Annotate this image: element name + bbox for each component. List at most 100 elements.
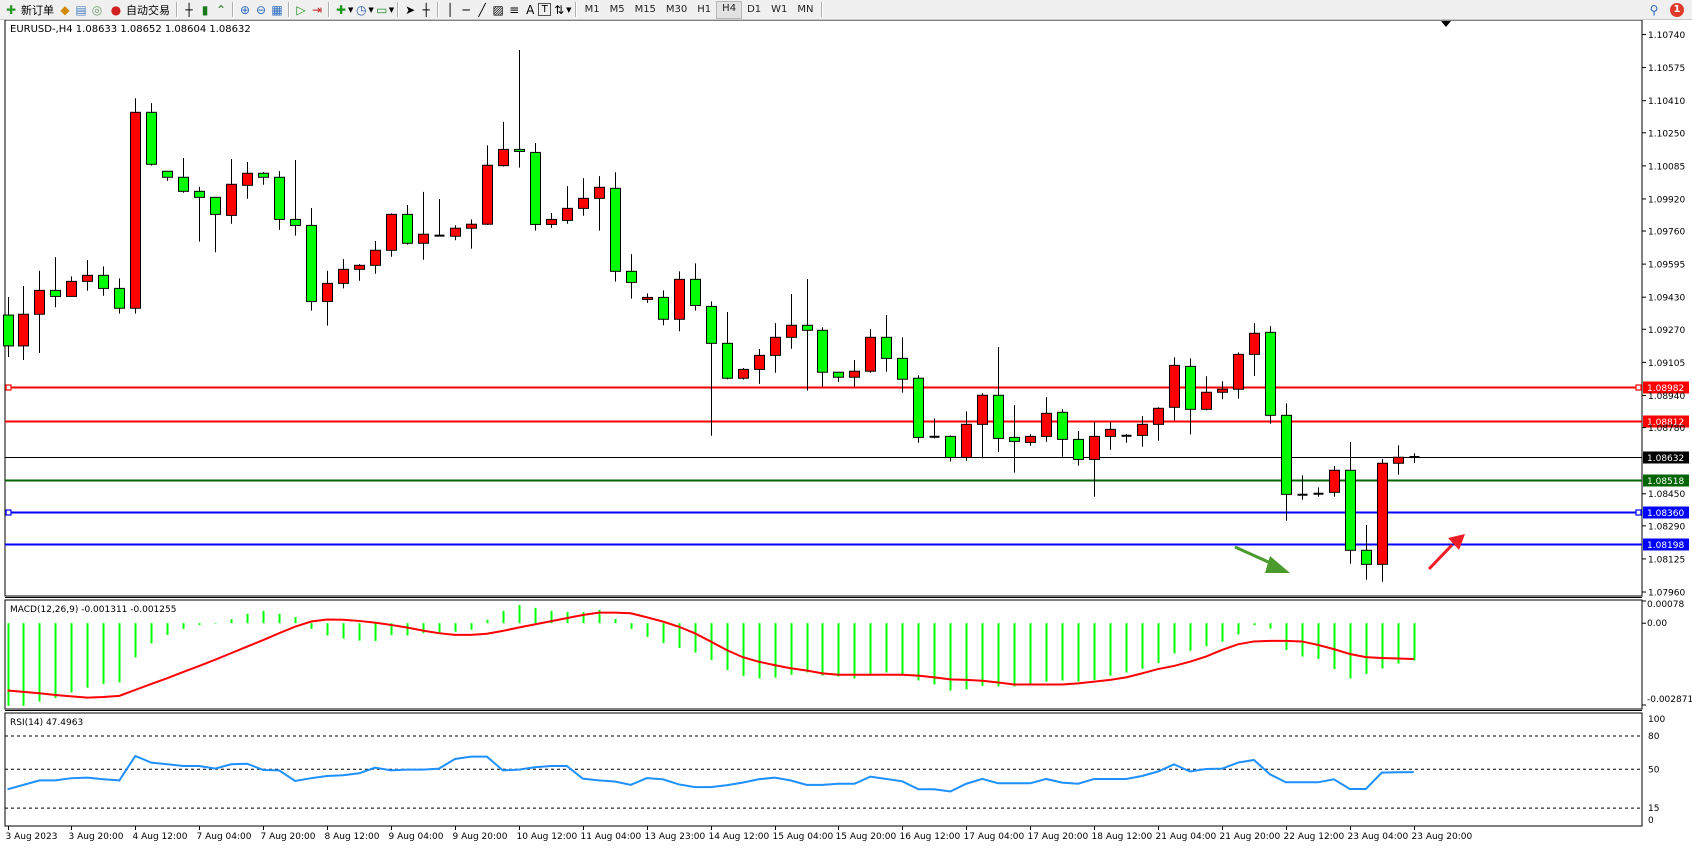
candle-bearish [706,305,717,344]
candle-bearish [402,213,413,244]
candle-bullish [594,186,605,199]
autoscroll-icon[interactable]: ▷ [296,2,306,17]
time-tick-label: 7 Aug 04:00 [197,832,252,842]
new-order-icon: ✚ [5,2,17,17]
timeframe-m1[interactable]: M1 [584,3,600,15]
macd-title: MACD(12,26,9) -0.001311 -0.001255 [10,605,176,615]
timeframe-mn[interactable]: MN [797,3,814,15]
zoom-in-icon[interactable]: ⊕ [239,2,251,17]
line-anchor-handle[interactable] [5,509,12,516]
time-axis: 3 Aug 2023 3 Aug 20:00 4 Aug 12:00 7 Aug 04… [6,826,1472,842]
candle-bearish [290,218,301,226]
line-anchor-handle[interactable] [5,384,12,391]
price-tick-label: 1.10740 [1648,31,1685,41]
candle-bullish [1169,364,1180,408]
candle-doji [1297,493,1308,496]
price-level-badge [1643,506,1689,519]
candle-bullish [578,197,589,209]
chevron-down-icon[interactable]: ▼ [348,5,354,14]
templates-icon[interactable]: ▭ [376,2,388,17]
new-order-button[interactable]: ✚ 新订单 [0,1,57,18]
candle-doji [1313,492,1324,495]
text-icon[interactable]: A [526,2,535,17]
price-level-badge [1643,538,1689,551]
candle-bearish [274,176,285,220]
candle-bullish [482,164,493,225]
candle-bullish [498,148,509,167]
price-level-label: 1.08360 [1647,509,1684,519]
chart-shift-marker-icon[interactable] [1441,21,1451,27]
chevron-down-icon[interactable]: ▼ [388,5,395,14]
price-tick-label: 1.09595 [1648,261,1685,271]
candle-bearish [306,224,317,302]
candle-bearish [993,394,1004,439]
candle-bullish [1025,435,1036,443]
toolbar-divider [437,2,440,17]
chevron-down-icon[interactable]: ▼ [368,5,374,14]
tile-windows-icon[interactable]: ▦ [271,2,283,17]
data-window-icon[interactable]: ▤ [75,2,87,17]
text-label-icon[interactable]: ≡ [509,2,520,17]
fibonacci-icon[interactable]: ▨ [492,2,504,17]
crosshair-icon[interactable]: ┼ [422,2,430,17]
macd-tick-label: 0.00078 [1647,600,1684,610]
text-label-tool-icon[interactable]: T [538,3,552,16]
signals-icon[interactable]: ◎ [91,2,103,17]
notification-badge[interactable]: 1 [1670,2,1684,17]
periods-icon[interactable]: ◷ [356,2,367,17]
timeframe-m30[interactable]: M30 [665,3,688,15]
candle-bullish [786,324,797,338]
search-icon[interactable]: ⚲ [1649,2,1659,17]
timeframe-m5[interactable]: M5 [609,3,625,15]
candle-bearish [1281,414,1292,495]
indicators-icon[interactable]: ✚ [335,2,347,17]
time-tick-label: 17 Aug 04:00 [964,832,1025,842]
price-tick-label: 1.09760 [1648,228,1685,238]
price-tick-label: 1.09105 [1648,359,1685,369]
price-level-badge [1643,451,1689,464]
rsi-panel: 100 80 50 15 0 [5,715,1665,826]
time-tick-label: 4 Aug 12:00 [133,832,188,842]
timeframe-h4[interactable]: H4 [716,0,743,19]
arrows-icon[interactable]: ⇅ [554,2,565,17]
arrow-up-right-icon[interactable] [1448,534,1465,550]
candle-bullish [1137,423,1148,436]
candle-bearish [1361,549,1372,565]
candlestick-chart-icon[interactable]: ▮ [201,2,209,17]
time-tick-label: 9 Aug 20:00 [453,832,508,842]
line-anchor-handle[interactable] [1635,509,1642,516]
candle-bullish [1233,353,1244,390]
candle-bullish [562,207,573,221]
candle-bearish [50,289,61,297]
candle-bearish [1057,411,1068,440]
arrow-down-right-icon[interactable] [1265,556,1290,573]
red-arrow-shaft[interactable] [1427,543,1454,571]
candle-bearish [626,270,637,283]
time-tick-label: 15 Aug 20:00 [836,832,897,842]
toolbar-divider [176,2,178,17]
market-watch-icon[interactable]: ◆ [60,2,70,17]
time-tick-label: 3 Aug 2023 [6,832,58,842]
chart-shift-icon[interactable]: ⇥ [311,2,323,17]
auto-trading-button[interactable]: ● 自动交易 [105,1,173,18]
trendline-icon[interactable]: ╱ [478,2,486,17]
timeframe-m15[interactable]: M15 [634,3,656,15]
candle-bearish [690,278,701,306]
horizontal-line-icon[interactable]: ─ [462,2,470,17]
vertical-line-icon[interactable]: │ [446,2,454,17]
line-anchor-handle[interactable] [1635,384,1642,391]
chevron-down-icon[interactable]: ▼ [566,5,572,14]
price-tick-label: 1.09430 [1648,294,1685,304]
line-chart-icon[interactable]: ⌃ [215,2,227,17]
timeframe-d1[interactable]: D1 [747,3,762,15]
timeframe-w1[interactable]: W1 [771,3,788,15]
candle-bearish [913,377,924,438]
candle-bullish [1201,391,1212,410]
bar-chart-icon[interactable]: ┼ [185,2,193,17]
cursor-icon[interactable]: ➤ [405,2,416,17]
timeframe-h1[interactable]: H1 [697,3,712,15]
time-tick-label: 7 Aug 20:00 [261,832,316,842]
zoom-out-icon[interactable]: ⊖ [255,2,267,17]
candle-bullish [66,280,77,297]
